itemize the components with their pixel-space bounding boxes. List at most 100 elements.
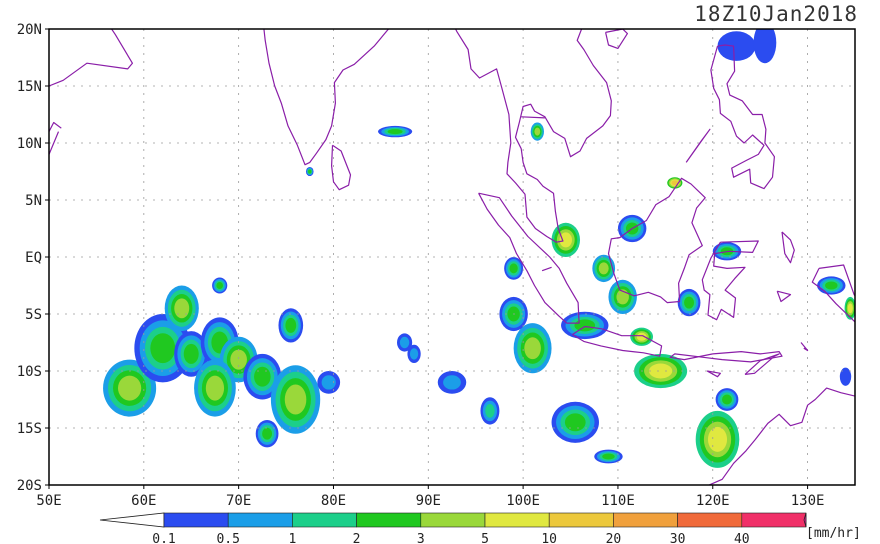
rain-cell — [305, 166, 314, 177]
coastline — [49, 121, 62, 132]
colorbar-swatch — [227, 512, 293, 528]
coastline — [744, 353, 780, 375]
latitude-label: 10N — [17, 136, 42, 152]
longitude-label: 130E — [791, 493, 825, 509]
rain-intensity-patch — [409, 348, 419, 360]
rain-cell — [134, 314, 192, 383]
rain-intensity-patch — [117, 375, 142, 401]
latitude-label: 20S — [17, 478, 42, 494]
rain-intensity-patch — [564, 413, 586, 432]
colorbar-tick-label: 40 — [734, 532, 750, 544]
rain-intensity-patch — [183, 343, 199, 364]
latitude-label: 15N — [17, 79, 42, 95]
rain-intensity-patch — [616, 289, 629, 305]
rain-cell — [634, 353, 688, 389]
rain-cell — [255, 420, 279, 448]
rain-intensity-patch — [559, 232, 573, 248]
rain-intensity-patch — [205, 375, 225, 401]
latitude-label: 5N — [25, 193, 42, 209]
colorbar-tick-label: 0.1 — [152, 532, 175, 544]
rain-cell — [839, 367, 852, 386]
colorbar-tick-label: 3 — [417, 532, 425, 544]
rain-cell — [630, 327, 654, 346]
rain-cell — [695, 410, 740, 468]
rain-cell — [480, 397, 500, 425]
rain-cell — [397, 333, 413, 352]
rain-intensity-patch — [839, 367, 852, 386]
colorbar-tick-label: 1 — [288, 532, 296, 544]
rain-intensity-patch — [648, 363, 673, 379]
longitude-label: 120E — [696, 493, 730, 509]
rain-intensity-patch — [485, 404, 495, 418]
rain-cell — [753, 29, 777, 64]
rain-intensity-patch — [230, 349, 247, 370]
colorbar-swatch — [484, 512, 550, 528]
colorbar-swatch — [292, 512, 357, 528]
colorbar-swatch — [677, 512, 743, 528]
colorbar-tick-label: 2 — [353, 532, 361, 544]
colorbar-units: [mm/hr] — [806, 526, 861, 541]
rain-cell — [551, 222, 581, 257]
rain-intensity-patch — [443, 375, 461, 390]
rain-cell — [174, 331, 209, 377]
coastline-layer — [49, 29, 855, 485]
coastline — [710, 44, 775, 190]
rain-cell — [551, 401, 599, 443]
rain-intensity-patch — [262, 427, 273, 440]
rain-intensity-patch — [753, 29, 777, 64]
rain-cell — [844, 296, 855, 320]
colorbar-tick-label: 10 — [541, 532, 557, 544]
rain-cell — [437, 371, 467, 394]
colorbar-swatch — [420, 512, 486, 528]
rain-cell — [608, 279, 637, 314]
coastline — [478, 192, 580, 324]
coastline — [572, 325, 663, 357]
colorbar-tick-label: 5 — [481, 532, 489, 544]
coastline — [811, 264, 855, 323]
rain-intensity-patch — [284, 384, 307, 415]
rain-intensity-patch — [308, 169, 312, 174]
rain-cell — [592, 254, 616, 283]
latitude-label: 10S — [17, 364, 42, 380]
rain-intensity-patch — [602, 453, 615, 460]
rain-intensity-patch — [216, 282, 224, 289]
colorbar-swatch — [613, 512, 678, 528]
rain-cell — [317, 371, 341, 394]
rain-intensity-patch — [636, 332, 647, 341]
coastline — [781, 231, 795, 264]
rain-cell — [278, 308, 304, 343]
rain-intensity-patch — [684, 296, 695, 309]
rain-cell — [103, 359, 157, 417]
latitude-label: EQ — [25, 250, 42, 266]
rain-intensity-patch — [524, 337, 541, 360]
coastline — [521, 116, 545, 119]
rain-intensity-patch — [509, 263, 518, 274]
rain-intensity-patch — [254, 366, 271, 387]
longitude-label: 90E — [416, 493, 441, 509]
coastline — [707, 387, 855, 485]
coastline — [263, 29, 612, 243]
rain-cell — [530, 122, 544, 141]
rain-cell — [243, 353, 282, 400]
latitude-label: 15S — [17, 421, 42, 437]
rain-intensity-patch — [671, 180, 679, 186]
coastline — [331, 144, 352, 191]
colorbar-tick-label: 20 — [606, 532, 622, 544]
coastline — [607, 177, 706, 304]
rain-cell — [164, 285, 199, 332]
rain-intensity-patch — [847, 303, 853, 314]
rain-cell — [194, 359, 236, 417]
rain-cell — [717, 31, 756, 61]
rain-cell — [817, 276, 846, 295]
coastline — [541, 266, 552, 272]
rain-intensity-patch — [150, 333, 176, 364]
rain-cell — [270, 365, 321, 434]
longitude-label: 110E — [601, 493, 635, 509]
longitude-label: 100E — [506, 493, 540, 509]
rain-intensity-patch — [399, 336, 410, 349]
colorbar-swatch — [163, 512, 229, 528]
rain-cell — [715, 388, 739, 411]
longitude-axis-labels: 50E 60E 70E 80E 90E 100E 110E 120E 130E — [36, 485, 824, 509]
rain-intensity-patch — [321, 375, 336, 390]
